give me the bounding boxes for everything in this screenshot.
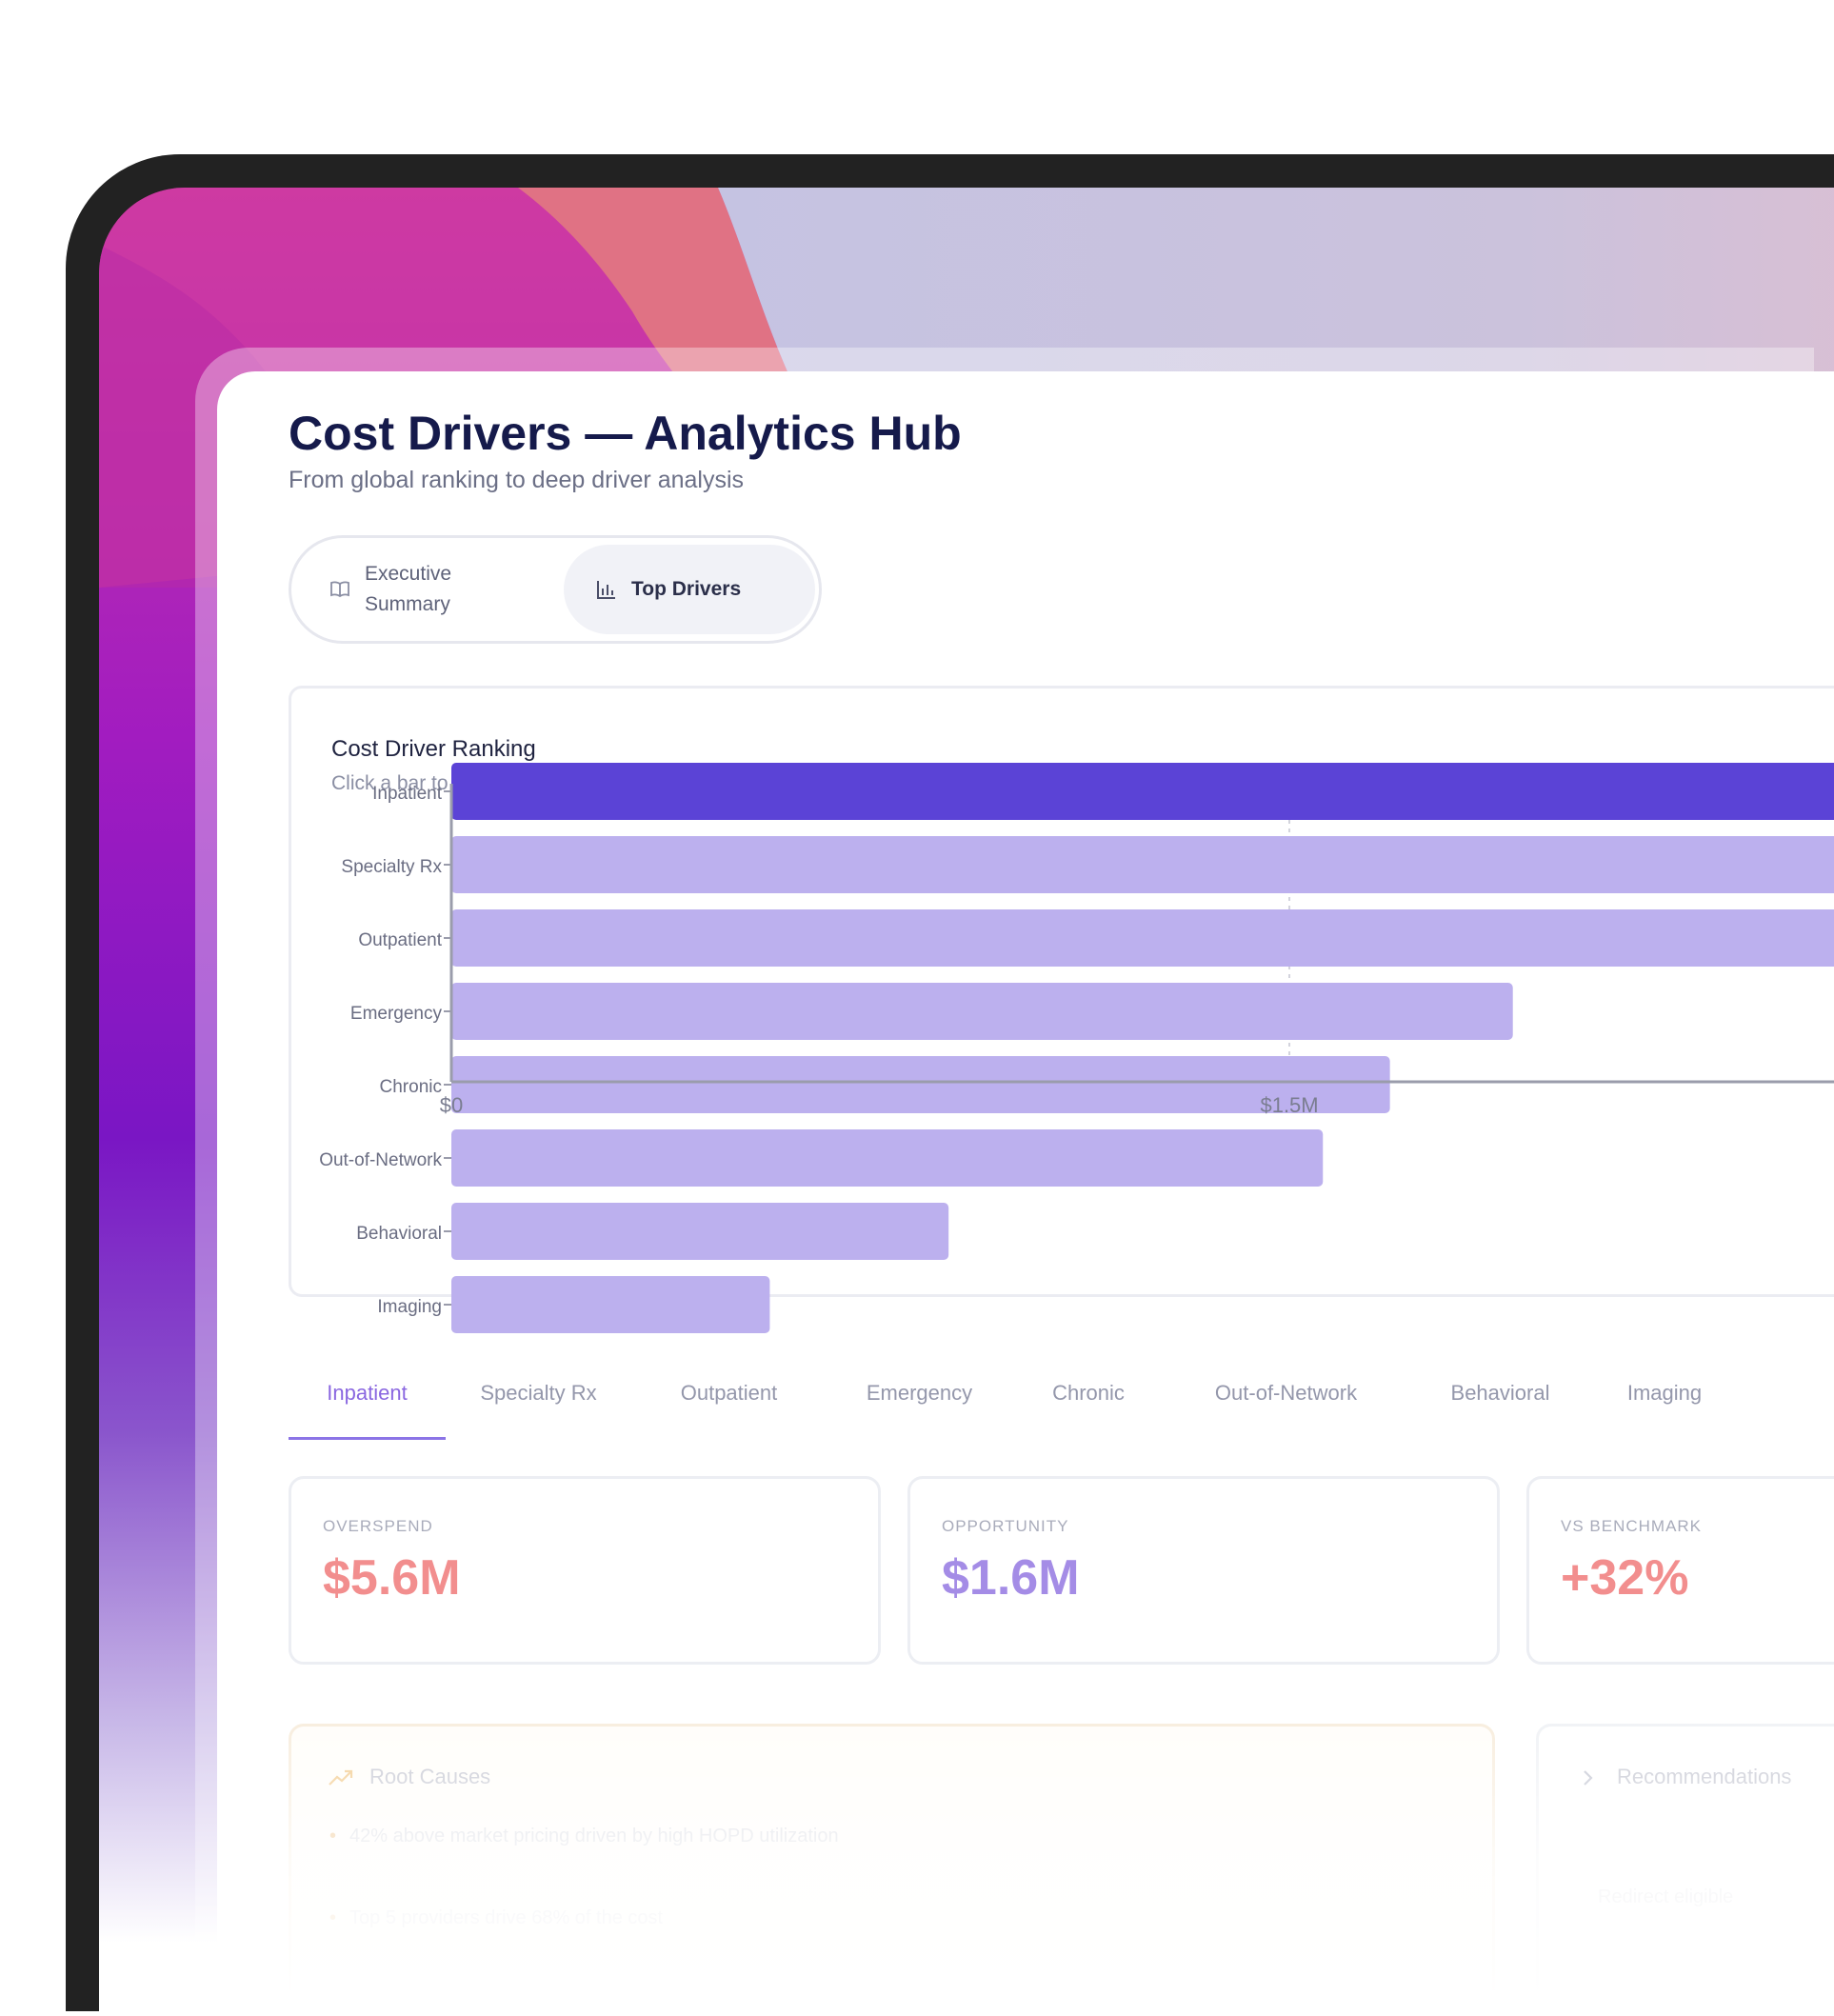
root-causes-card: Root Causes 42% above market pricing dri… — [289, 1724, 1495, 1990]
vs-benchmark-card: VS BENCHMARK +32% — [1526, 1476, 1834, 1665]
tab-chronic[interactable]: Chronic — [1052, 1381, 1125, 1405]
tab-imaging[interactable]: Imaging — [1626, 1381, 1703, 1405]
root-cause-item: Top 5 providers drive 68% of the cost — [329, 1907, 663, 1929]
opportunity-value: $1.6M — [942, 1550, 1080, 1606]
category-label: Outpatient — [358, 930, 442, 950]
bar-emergency[interactable] — [451, 983, 1513, 1040]
root-causes-title: Root Causes — [369, 1765, 491, 1788]
page-subtitle: From global ranking to deep driver analy… — [289, 467, 745, 493]
x-tick-label: $0 — [440, 1093, 463, 1117]
bar-chart-icon — [595, 578, 618, 601]
bar-specialty-rx[interactable] — [451, 836, 1834, 893]
overspend-label: OVERSPEND — [323, 1517, 433, 1535]
trending-up-icon — [328, 1768, 354, 1792]
view-top-drivers-button[interactable]: Top Drivers — [564, 545, 815, 634]
driver-tabs: Inpatient Specialty Rx Outpatient Emerge… — [289, 1362, 1834, 1440]
root-cause-item: 42% above market pricing driven by high … — [329, 1826, 839, 1847]
x-tick-label: $1.5M — [1260, 1093, 1318, 1117]
vs-benchmark-value: +32% — [1561, 1550, 1689, 1606]
category-label: Chronic — [380, 1077, 442, 1097]
tab-inpatient[interactable]: Inpatient — [327, 1381, 408, 1405]
view-executive-summary-button[interactable]: Executive Summary — [298, 545, 555, 634]
tab-emergency[interactable]: Emergency — [866, 1381, 973, 1405]
category-label: Imaging — [377, 1297, 442, 1317]
page-title: Cost Drivers — Analytics Hub — [289, 407, 962, 460]
chevron-right-icon — [1581, 1768, 1594, 1792]
recommendations-title: Recommendations — [1617, 1765, 1792, 1788]
active-tab-underline — [289, 1437, 446, 1440]
tab-outpatient[interactable]: Outpatient — [680, 1381, 778, 1405]
ranking-card-title: Cost Driver Ranking — [331, 736, 536, 762]
bar-behavioral[interactable] — [451, 1203, 949, 1260]
opportunity-card: OPPORTUNITY $1.6M — [907, 1476, 1500, 1665]
recommendations-card: Recommendations Redirect eligible — [1536, 1724, 1834, 1990]
view-top-drivers-label: Top Drivers — [631, 578, 742, 600]
cost-driver-ranking-card: Cost Driver Ranking Click a bar to explo… — [289, 686, 1834, 1333]
app-window: Cost Drivers — Analytics Hub From global… — [217, 371, 1834, 1990]
book-icon — [329, 578, 351, 601]
category-label: Inpatient — [372, 784, 443, 804]
category-label: Behavioral — [356, 1224, 442, 1244]
bar-inpatient[interactable] — [451, 763, 1834, 820]
category-label: Out-of-Network — [319, 1150, 442, 1170]
tab-out-of-network[interactable]: Out-of-Network — [1214, 1381, 1358, 1405]
vs-benchmark-label: VS BENCHMARK — [1561, 1517, 1703, 1535]
tab-specialty-rx[interactable]: Specialty Rx — [480, 1381, 597, 1405]
view-executive-summary-label: Executive Summary — [365, 563, 452, 615]
cost-driver-bar-chart: Inpatient Specialty Rx Outpatient Emergency… — [319, 763, 1834, 1333]
category-label: Specialty Rx — [341, 857, 442, 877]
recommendation-text: Redirect eligible — [1598, 1886, 1734, 1907]
tab-behavioral[interactable]: Behavioral — [1450, 1381, 1550, 1405]
bar-chronic[interactable] — [451, 1056, 1390, 1113]
bar-out-of-network[interactable] — [451, 1129, 1324, 1187]
opportunity-label: OPPORTUNITY — [942, 1517, 1069, 1535]
view-switch: Executive Summary Top Drivers — [289, 535, 822, 644]
bar-outpatient[interactable] — [451, 909, 1834, 967]
category-label: Emergency — [350, 1004, 443, 1024]
overspend-card: OVERSPEND $5.6M — [289, 1476, 881, 1665]
bar-imaging[interactable] — [451, 1276, 770, 1333]
overspend-value: $5.6M — [323, 1550, 461, 1606]
